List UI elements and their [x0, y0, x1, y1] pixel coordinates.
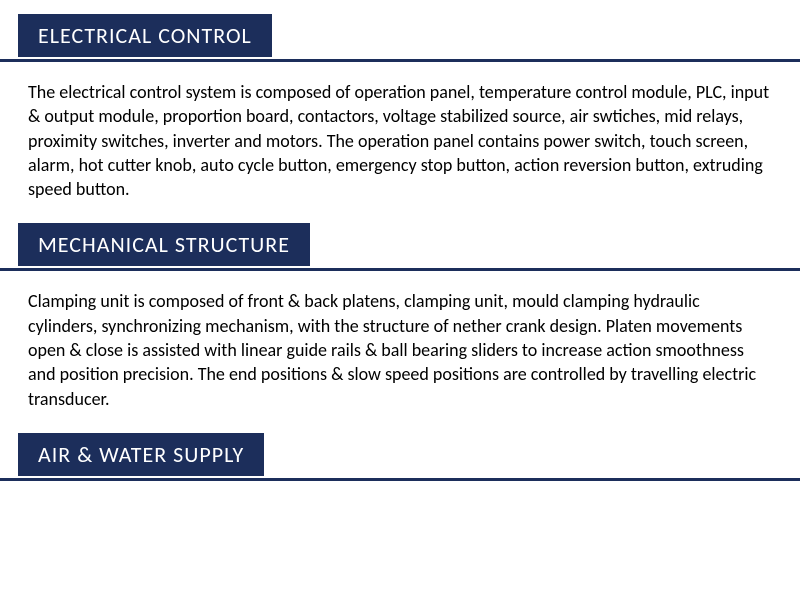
section-body: The electrical control system is compose…: [0, 80, 800, 201]
section-header: ELECTRICAL CONTROL: [18, 14, 272, 57]
section-underline: [0, 268, 800, 271]
section-body: Clamping unit is composed of front & bac…: [0, 289, 800, 410]
section-air-water-supply: AIR & WATER SUPPLY: [0, 433, 800, 481]
section-underline: [0, 478, 800, 481]
section-header: MECHANICAL STRUCTURE: [18, 223, 310, 266]
section-electrical-control: ELECTRICAL CONTROL The electrical contro…: [0, 14, 800, 201]
section-underline: [0, 59, 800, 62]
section-header: AIR & WATER SUPPLY: [18, 433, 264, 476]
section-mechanical-structure: MECHANICAL STRUCTURE Clamping unit is co…: [0, 223, 800, 410]
